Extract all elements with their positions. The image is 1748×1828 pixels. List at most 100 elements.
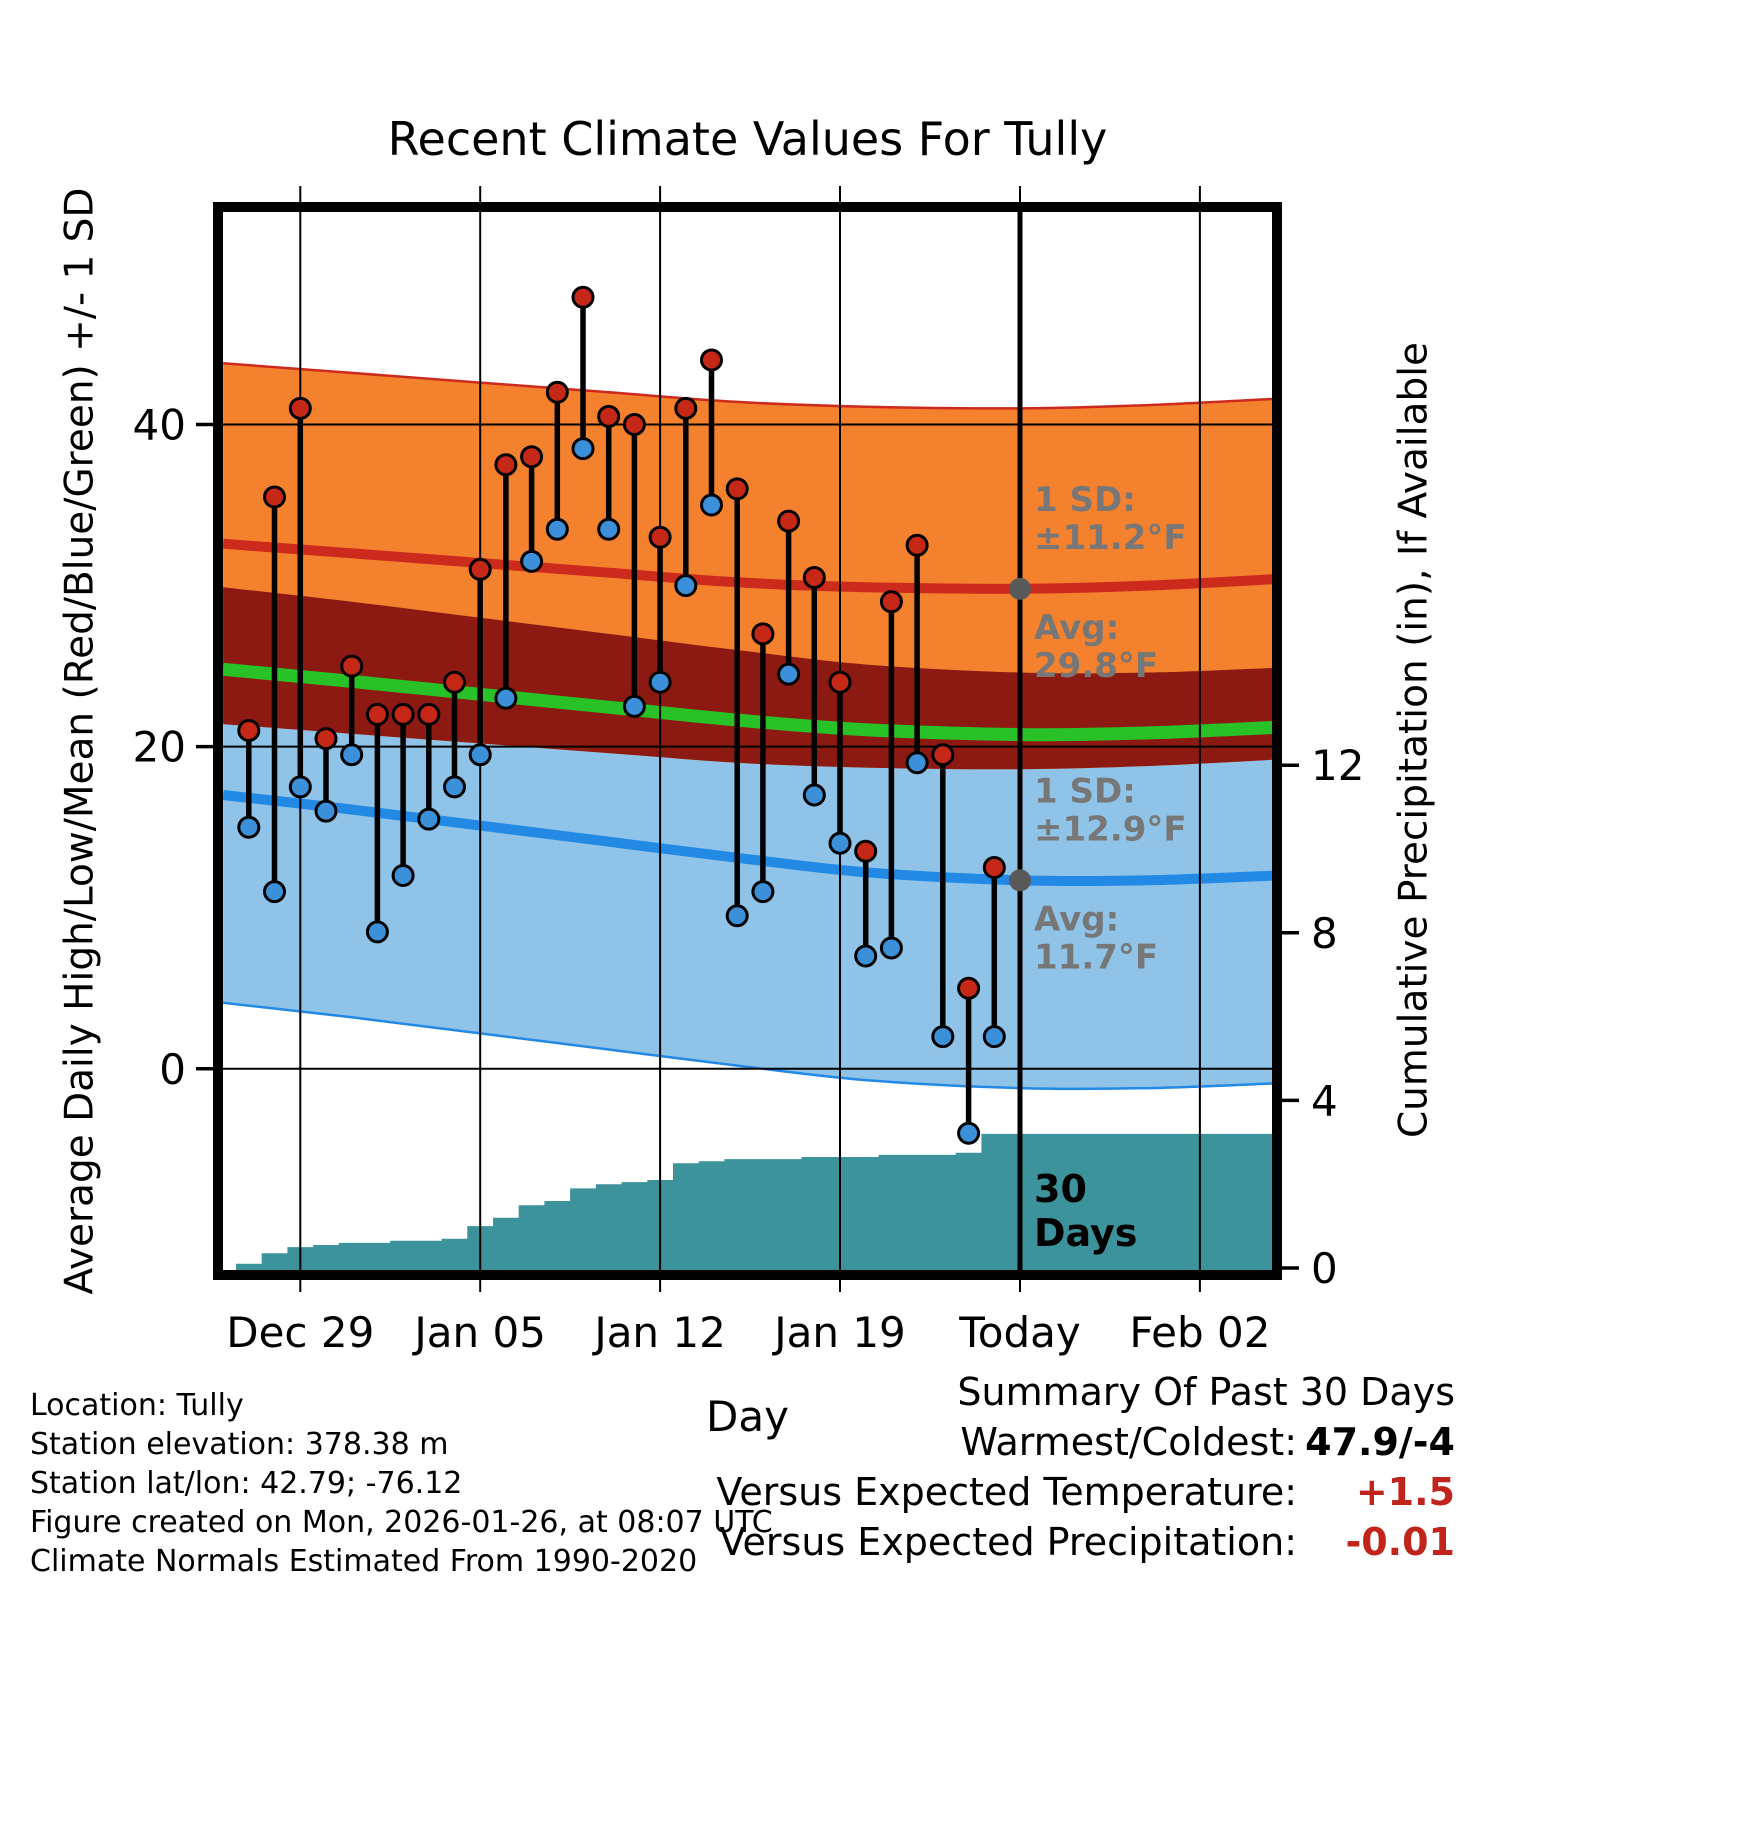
x-tick-label: Jan 05 (411, 1308, 546, 1357)
low-sd-annotation: 1 SD: (1034, 771, 1136, 811)
high-dot (751, 622, 775, 646)
high-dot (700, 348, 723, 372)
figure-info-line: Figure created on Mon, 2026-01-26, at 08… (30, 1505, 773, 1540)
y-left-tick-label: 20 (133, 723, 186, 772)
y-right-tick-label: 4 (1311, 1076, 1338, 1125)
high-dot (931, 743, 955, 767)
high-dot (802, 566, 826, 589)
figure-info-line: Station lat/lon: 42.79; -76.12 (30, 1466, 463, 1501)
low-dot (905, 751, 929, 775)
low-dot (263, 880, 286, 904)
chart-title: Recent Climate Values For Tully (387, 112, 1108, 166)
high-dot (314, 727, 338, 751)
low-dot (648, 670, 672, 694)
high-dot (725, 477, 749, 501)
high-dot (571, 285, 595, 309)
low-dot (802, 783, 826, 807)
low-dot (443, 775, 466, 799)
low-dot (931, 1025, 955, 1049)
x-tick-label: Dec 29 (226, 1308, 374, 1357)
summary-row-label: Versus Expected Temperature: (716, 1470, 1297, 1514)
high-dot (674, 396, 698, 420)
thirty-days-annotation: 30 (1034, 1167, 1087, 1211)
low-dot (314, 799, 338, 823)
high-dot (391, 702, 415, 726)
low-dot (674, 574, 698, 598)
x-tick-label: Feb 02 (1129, 1308, 1270, 1357)
cumulative-precip-area (236, 1133, 1277, 1274)
y-right-tick-label: 0 (1311, 1244, 1338, 1293)
x-tick-label: Jan 12 (591, 1308, 726, 1357)
high-dot (648, 525, 672, 549)
summary-row-value: +1.5 (1355, 1470, 1455, 1514)
high-dot (365, 702, 389, 726)
high-dot (494, 453, 518, 477)
high-sd-annotation: ±11.2°F (1034, 518, 1187, 558)
high-dot (237, 719, 261, 742)
high-dot (597, 404, 621, 428)
low-dot (571, 437, 595, 461)
y-right-tick-label: 12 (1311, 741, 1364, 790)
low-avg-annotation: 11.7°F (1034, 937, 1158, 977)
low-dot (751, 880, 775, 904)
thirty-days-annotation: Days (1034, 1211, 1137, 1255)
low-avg-annotation: Avg: (1034, 899, 1119, 939)
low-dot (468, 743, 492, 767)
high-dot (263, 485, 286, 509)
high-dot (777, 509, 801, 533)
low-dot (365, 920, 389, 944)
low-dot (828, 831, 852, 855)
high-dot (854, 839, 878, 863)
low-dot (777, 662, 801, 686)
summary-row-label: Warmest/Coldest: (960, 1420, 1297, 1464)
low-dot (700, 493, 723, 517)
figure-info-line: Station elevation: 378.38 m (30, 1427, 449, 1462)
low-dot (391, 864, 415, 887)
high-dot (879, 590, 903, 614)
plot-area (222, 362, 1277, 1274)
x-axis-label: Day (706, 1392, 789, 1441)
high-dot (417, 702, 441, 726)
low-dot (597, 517, 621, 541)
summary-row-value: -0.01 (1345, 1520, 1455, 1564)
high-dot (622, 413, 646, 436)
y-left-tick-label: 0 (159, 1045, 186, 1094)
high-sd-annotation: 1 SD: (1034, 480, 1136, 520)
high-dot (957, 976, 981, 1000)
low-dot (957, 1121, 981, 1145)
y-right-tick-label: 8 (1311, 909, 1338, 958)
x-tick-label: Today (958, 1308, 1080, 1357)
low-dot (854, 944, 878, 968)
summary-row: Versus Expected Temperature: +1.5 (600, 1467, 1455, 1517)
high-dot (545, 380, 569, 404)
high-dot (340, 654, 364, 678)
low-dot (520, 549, 544, 573)
low-dot (725, 904, 749, 928)
summary-row: Versus Expected Precipitation: -0.01 (600, 1517, 1456, 1567)
high-dot (982, 856, 1006, 879)
high-dot (443, 670, 466, 694)
high-band-top-edge (223, 362, 1277, 410)
avg-high-marker (1009, 577, 1031, 600)
low-dot (237, 815, 261, 839)
figure-info-line: Climate Normals Estimated From 1990-2020 (30, 1544, 698, 1579)
high-dot (520, 445, 544, 469)
high-avg-annotation: 29.8°F (1034, 646, 1158, 686)
summary-row-label: Versus Expected Precipitation: (719, 1520, 1298, 1564)
figure-info: Location: Tully Station elevation: 378.38… (30, 1386, 773, 1581)
low-band-bottom-edge (222, 1001, 1277, 1091)
low-dot (879, 936, 903, 960)
summary-title: Summary Of Past 30 Days (957, 1370, 1455, 1414)
low-sd-annotation: ±12.9°F (1034, 809, 1187, 849)
summary-row-value: 47.9/-4 (1305, 1420, 1455, 1464)
high-dot (905, 533, 929, 557)
x-tick-label: Jan 19 (771, 1308, 906, 1357)
low-dot (982, 1025, 1006, 1049)
low-dot (340, 743, 364, 767)
low-dot (622, 694, 646, 718)
summary-row: Warmest/Coldest: 47.9/-4 (600, 1417, 1455, 1467)
low-dot (417, 807, 441, 831)
low-dot (545, 517, 569, 541)
